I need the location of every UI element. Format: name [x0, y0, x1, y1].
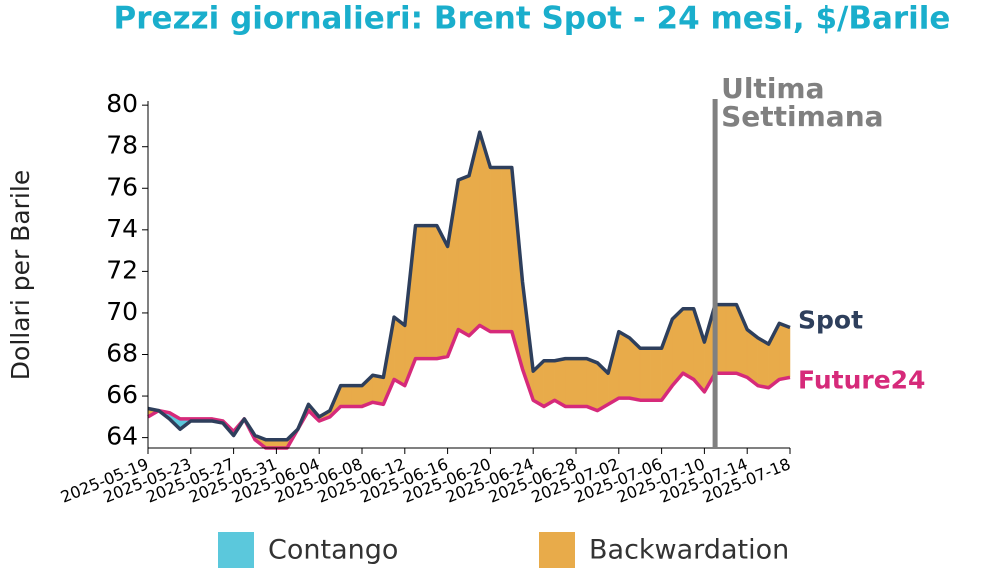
spread-fill	[458, 175, 470, 337]
spread-fill	[682, 308, 694, 380]
y-tick-label: 74	[106, 214, 138, 243]
spread-fill	[565, 358, 577, 407]
y-tick-label: 72	[106, 255, 138, 284]
y-tick-label: 68	[106, 338, 138, 367]
series-line	[147, 130, 791, 442]
legend-label: Backwardation	[589, 535, 789, 566]
spread-fill	[725, 304, 737, 374]
spread-fill	[340, 385, 352, 407]
y-tick-label: 78	[106, 131, 138, 160]
y-tick-label: 66	[106, 380, 138, 409]
legend-swatch	[539, 532, 575, 568]
spread-fill	[639, 348, 652, 401]
series-label: Future24	[798, 365, 925, 394]
spread-fill	[618, 331, 630, 399]
y-tick-label: 80	[106, 89, 138, 118]
spread-fill	[490, 167, 502, 332]
spread-fill	[425, 225, 438, 359]
y-axis-label: Dollari per Barile	[6, 170, 35, 380]
spread-fill	[779, 322, 791, 380]
series-label: Spot	[798, 305, 863, 334]
spread-fill	[500, 167, 513, 332]
last-week-label: Ultima	[721, 72, 824, 105]
spread-fill	[575, 358, 587, 407]
spread-fill	[586, 358, 598, 411]
legend-swatch	[218, 532, 254, 568]
last-week-label: Settimana	[721, 100, 883, 133]
spread-fill	[351, 385, 363, 407]
y-tick-label: 64	[106, 422, 138, 451]
spread-fill	[757, 337, 769, 389]
y-tick-label: 76	[106, 172, 138, 201]
chart-title: Prezzi giornalieri: Brent Spot - 24 mesi…	[114, 1, 951, 37]
spread-fill	[372, 374, 384, 405]
y-tick-label: 70	[106, 297, 138, 326]
spread-fill	[393, 316, 406, 387]
legend-label: Contango	[268, 535, 398, 566]
series-line	[147, 323, 791, 450]
spread-fill	[415, 225, 427, 359]
spread-fill	[650, 348, 662, 401]
